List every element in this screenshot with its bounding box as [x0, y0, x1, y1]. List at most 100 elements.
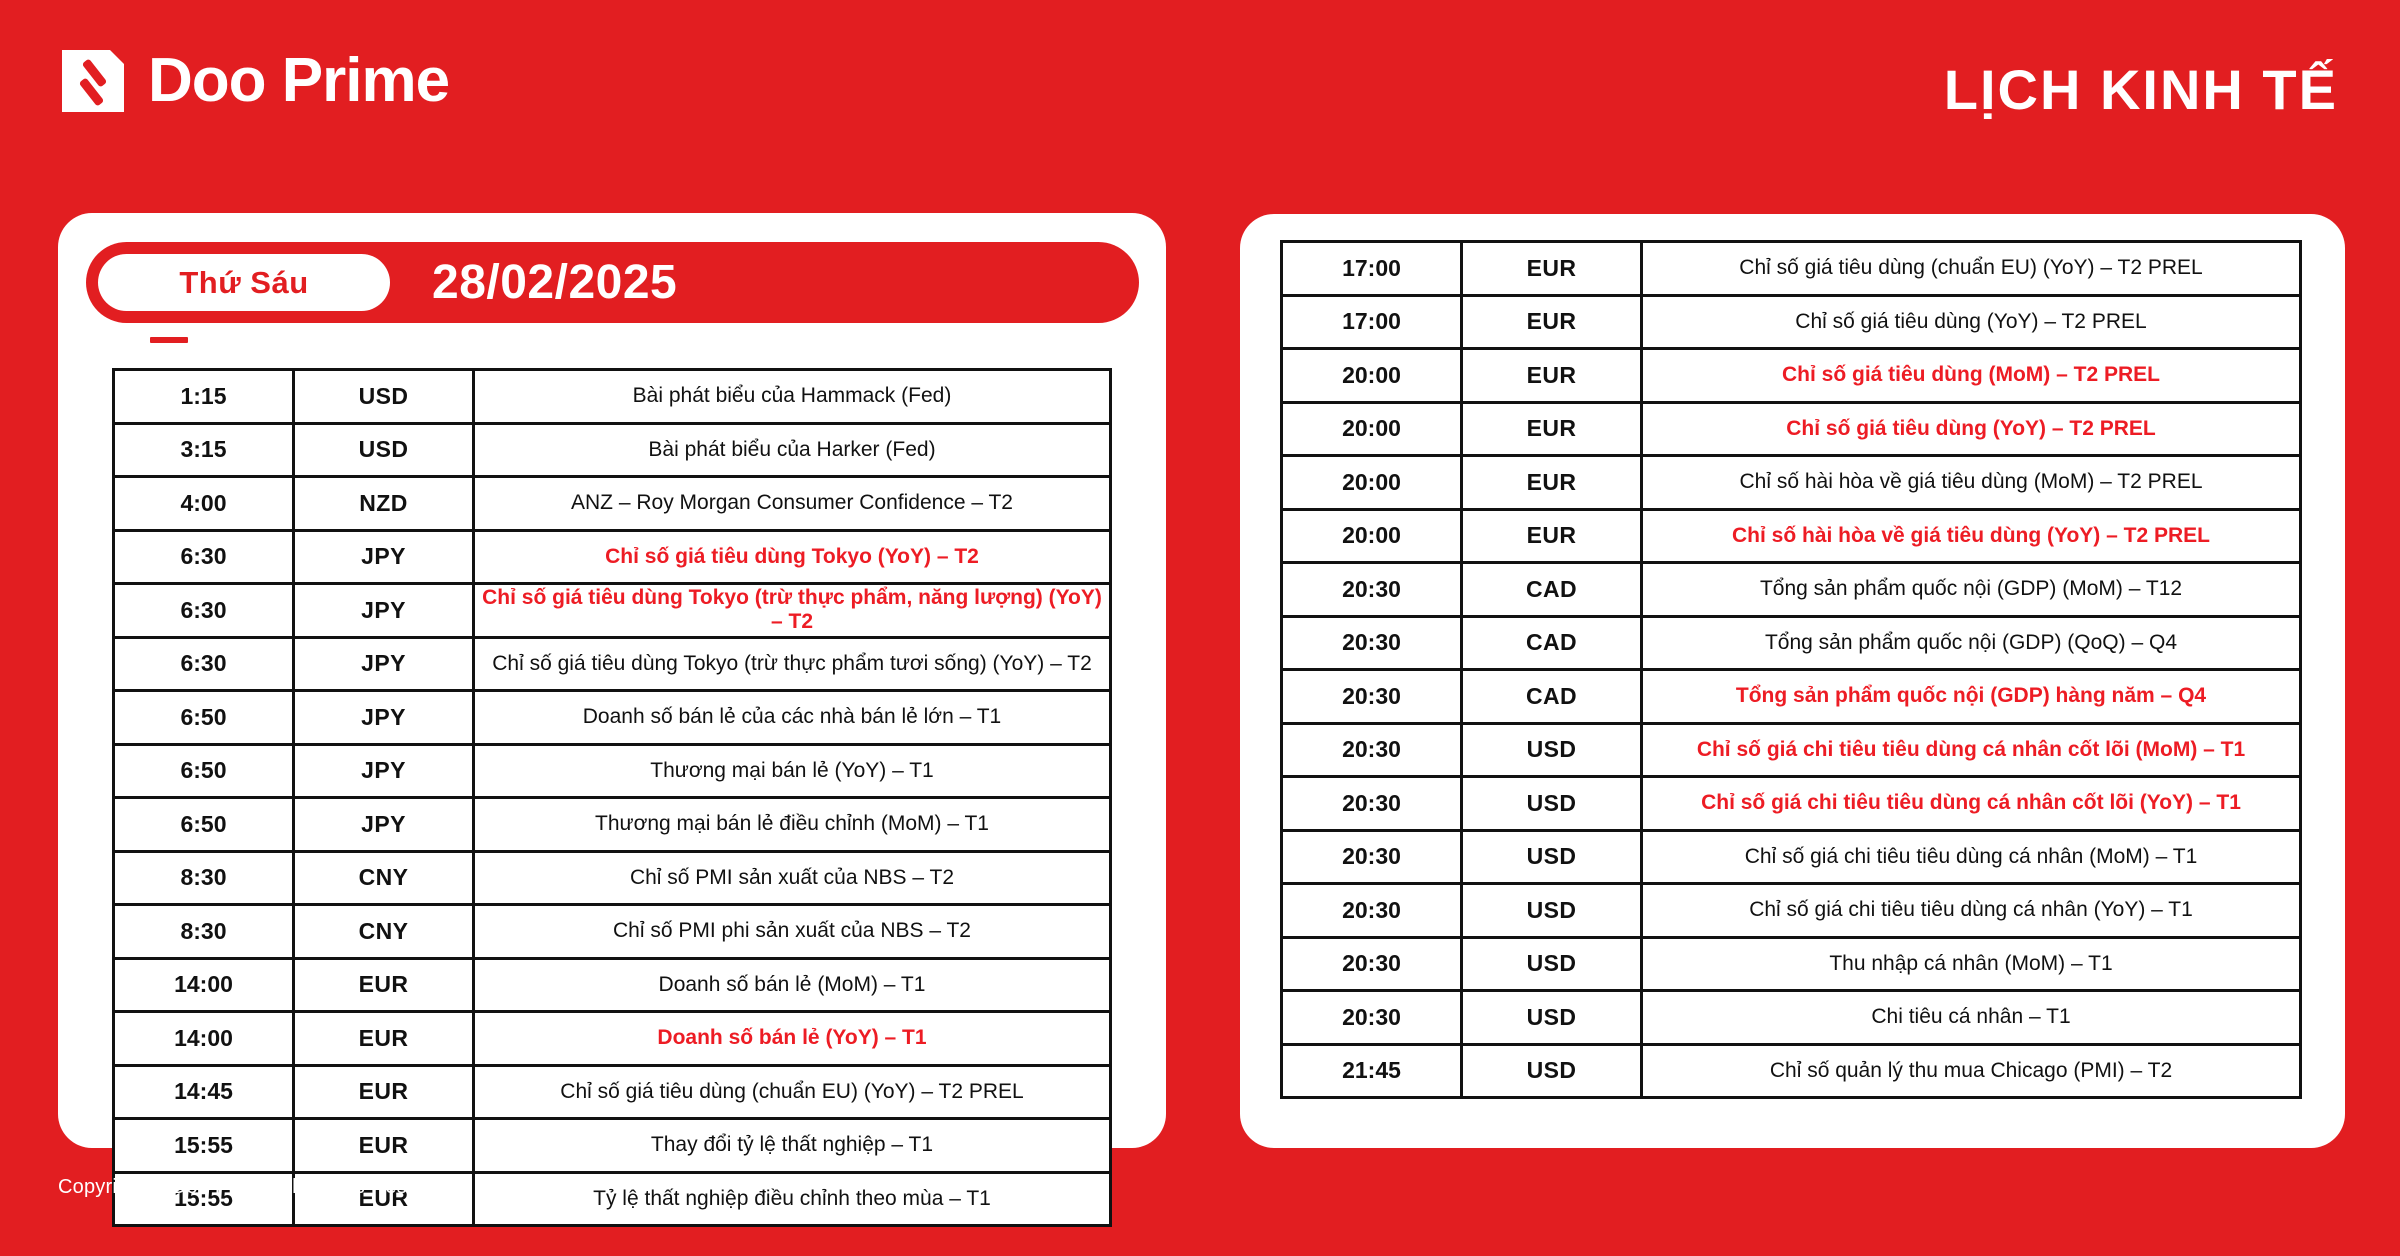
- event-name: Chỉ số giá tiêu dùng (chuẩn EU) (YoY) – …: [472, 1063, 1112, 1120]
- event-name-highlighted: Chỉ số giá tiêu dùng (YoY) – T2 PREL: [1640, 400, 2302, 457]
- event-currency: EUR: [1460, 454, 1643, 511]
- event-time: 6:30: [112, 528, 295, 585]
- event-currency: USD: [1460, 935, 1643, 992]
- event-name: Chỉ số giá tiêu dùng (chuẩn EU) (YoY) – …: [1640, 240, 2302, 297]
- event-name: Tổng sản phẩm quốc nội (GDP) (QoQ) – Q4: [1640, 614, 2302, 671]
- event-name-highlighted: Chỉ số giá chi tiêu tiêu dùng cá nhân cố…: [1640, 721, 2302, 778]
- event-time: 14:00: [112, 1010, 295, 1067]
- event-name: Doanh số bán lẻ của các nhà bán lẻ lớn –…: [472, 689, 1112, 746]
- table-row: 6:50 JPY Thương mại bán lẻ (YoY) – T1: [112, 742, 1112, 799]
- event-currency: JPY: [292, 528, 475, 585]
- event-name-highlighted: Chỉ số giá chi tiêu tiêu dùng cá nhân cố…: [1640, 775, 2302, 832]
- event-time: 14:45: [112, 1063, 295, 1120]
- table-row: 6:30 JPY Chỉ số giá tiêu dùng Tokyo (trừ t…: [112, 635, 1112, 692]
- table-row: 3:15 USD Bài phát biểu của Harker (Fed): [112, 421, 1112, 478]
- event-name: Thu nhập cá nhân (MoM) – T1: [1640, 935, 2302, 992]
- event-name: Tỷ lệ thất nghiệp điều chỉnh theo mùa – …: [472, 1170, 1112, 1227]
- table-row: 20:00 EUR Chỉ số hài hòa về giá tiêu dùng …: [1280, 507, 2302, 564]
- right-calendar-card: 17:00 EUR Chỉ số giá tiêu dùng (chuẩn EU) …: [1240, 214, 2345, 1148]
- event-time: 20:30: [1280, 561, 1463, 618]
- event-currency: CAD: [1460, 561, 1643, 618]
- event-time: 20:30: [1280, 721, 1463, 778]
- event-name: Doanh số bán lẻ (MoM) – T1: [472, 956, 1112, 1013]
- event-name: Chỉ số quản lý thu mua Chicago (PMI) – T…: [1640, 1042, 2302, 1099]
- event-currency: USD: [1460, 1042, 1643, 1099]
- event-currency: CAD: [1460, 668, 1643, 725]
- event-currency: EUR: [1460, 293, 1643, 350]
- event-time: 6:50: [112, 796, 295, 853]
- event-time: 17:00: [1280, 293, 1463, 350]
- event-time: 20:30: [1280, 935, 1463, 992]
- table-row: 6:30 JPY Chỉ số giá tiêu dùng Tokyo (trừ t…: [112, 582, 1112, 639]
- event-time: 20:30: [1280, 775, 1463, 832]
- event-time: 20:00: [1280, 507, 1463, 564]
- event-currency: NZD: [292, 475, 475, 532]
- table-row: 20:30 CAD Tổng sản phẩm quốc nội (GDP) hàn…: [1280, 668, 2302, 725]
- right-events-body: 17:00 EUR Chỉ số giá tiêu dùng (chuẩn EU) …: [1280, 240, 2302, 1099]
- table-row: 15:55 EUR Thay đổi tỷ lệ thất nghiệp – T1: [112, 1117, 1112, 1174]
- event-time: 20:30: [1280, 668, 1463, 725]
- event-currency: JPY: [292, 582, 475, 639]
- event-name: Chi tiêu cá nhân – T1: [1640, 989, 2302, 1046]
- event-currency: JPY: [292, 742, 475, 799]
- event-name: Chỉ số PMI sản xuất của NBS – T2: [472, 849, 1112, 906]
- weekday-pill: Thứ Sáu: [98, 254, 390, 311]
- accent-dash: [150, 337, 188, 343]
- table-row: 1:15 USD Bài phát biểu của Hammack (Fed): [112, 368, 1112, 425]
- table-row: 8:30 CNY Chỉ số PMI phi sản xuất của NBS –…: [112, 903, 1112, 960]
- table-row: 20:30 USD Thu nhập cá nhân (MoM) – T1: [1280, 935, 2302, 992]
- table-row: 20:30 CAD Tổng sản phẩm quốc nội (GDP) (Mo…: [1280, 561, 2302, 618]
- event-time: 20:00: [1280, 400, 1463, 457]
- event-name: Thương mại bán lẻ điều chỉnh (MoM) – T1: [472, 796, 1112, 853]
- table-row: 6:30 JPY Chỉ số giá tiêu dùng Tokyo (YoY) …: [112, 528, 1112, 585]
- event-currency: USD: [292, 421, 475, 478]
- event-currency: CAD: [1460, 614, 1643, 671]
- left-events-body: 1:15 USD Bài phát biểu của Hammack (Fed) 3:…: [112, 368, 1112, 1227]
- table-row: 20:30 USD Chỉ số giá chi tiêu tiêu dùng cá…: [1280, 775, 2302, 832]
- event-time: 8:30: [112, 849, 295, 906]
- brand-logo: Doo Prime: [62, 46, 450, 115]
- event-name-highlighted: Chỉ số giá tiêu dùng (MoM) – T2 PREL: [1640, 347, 2302, 404]
- event-currency: JPY: [292, 796, 475, 853]
- table-row: 21:45 USD Chỉ số quản lý thu mua Chicago (…: [1280, 1042, 2302, 1099]
- event-name: Chỉ số PMI phi sản xuất của NBS – T2: [472, 903, 1112, 960]
- brand-name: Doo Prime: [148, 46, 450, 115]
- doo-prime-document-slash-icon: [62, 49, 125, 112]
- table-row: 20:30 USD Chỉ số giá chi tiêu tiêu dùng cá…: [1280, 721, 2302, 778]
- event-time: 4:00: [112, 475, 295, 532]
- event-currency: CNY: [292, 903, 475, 960]
- event-name-highlighted: Tổng sản phẩm quốc nội (GDP) hàng năm – …: [1640, 668, 2302, 725]
- event-time: 14:00: [112, 956, 295, 1013]
- event-time: 20:00: [1280, 454, 1463, 511]
- table-row: 6:50 JPY Thương mại bán lẻ điều chỉnh (MoM…: [112, 796, 1112, 853]
- event-currency: EUR: [1460, 400, 1643, 457]
- event-time: 15:55: [112, 1170, 295, 1227]
- page-header: Doo Prime LỊCH KINH TẾ: [0, 0, 2400, 212]
- event-time: 17:00: [1280, 240, 1463, 297]
- right-events-table: 17:00 EUR Chỉ số giá tiêu dùng (chuẩn EU) …: [1280, 240, 2302, 1099]
- event-currency: USD: [1460, 882, 1643, 939]
- event-name: Chỉ số giá tiêu dùng (YoY) – T2 PREL: [1640, 293, 2302, 350]
- event-currency: USD: [1460, 721, 1643, 778]
- event-currency: EUR: [1460, 347, 1643, 404]
- table-row: 14:00 EUR Doanh số bán lẻ (YoY) – T1: [112, 1010, 1112, 1067]
- date-bar: Thứ Sáu 28/02/2025: [86, 242, 1139, 323]
- event-name-highlighted: Doanh số bán lẻ (YoY) – T1: [472, 1010, 1112, 1067]
- table-row: 14:45 EUR Chỉ số giá tiêu dùng (chuẩn EU) …: [112, 1063, 1112, 1120]
- event-time: 6:30: [112, 582, 295, 639]
- copyright-footer: Copyright © Doo Prime. All Rights Reserv…: [58, 1176, 464, 1198]
- left-events-table: 1:15 USD Bài phát biểu của Hammack (Fed) 3:…: [112, 368, 1112, 1227]
- event-name-highlighted: Chỉ số giá tiêu dùng Tokyo (YoY) – T2: [472, 528, 1112, 585]
- table-row: 20:00 EUR Chỉ số giá tiêu dùng (YoY) – T2 …: [1280, 400, 2302, 457]
- table-row: 20:00 EUR Chỉ số giá tiêu dùng (MoM) – T2 …: [1280, 347, 2302, 404]
- table-row: 4:00 NZD ANZ – Roy Morgan Consumer Confide…: [112, 475, 1112, 532]
- event-time: 6:50: [112, 689, 295, 746]
- table-row: 20:30 CAD Tổng sản phẩm quốc nội (GDP) (Qo…: [1280, 614, 2302, 671]
- event-time: 1:15: [112, 368, 295, 425]
- event-time: 21:45: [1280, 1042, 1463, 1099]
- table-row: 20:00 EUR Chỉ số hài hòa về giá tiêu dùng …: [1280, 454, 2302, 511]
- event-time: 15:55: [112, 1117, 295, 1174]
- table-row: 17:00 EUR Chỉ số giá tiêu dùng (chuẩn EU) …: [1280, 240, 2302, 297]
- left-calendar-card: Thứ Sáu 28/02/2025 1:15 USD Bài phát biểu …: [58, 213, 1166, 1227]
- event-time: 20:30: [1280, 614, 1463, 671]
